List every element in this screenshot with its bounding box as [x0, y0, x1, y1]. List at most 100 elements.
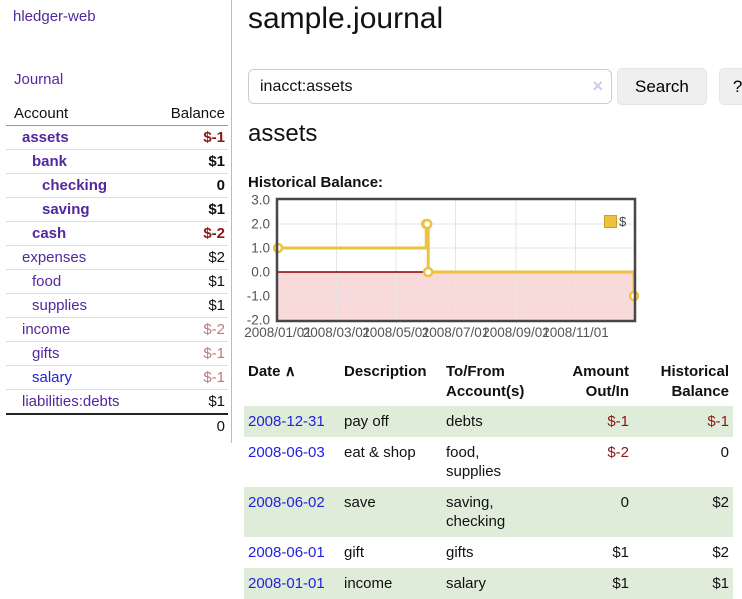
account-cell: salary: [6, 365, 153, 390]
account-cell: gifts: [6, 341, 153, 366]
account-cell: assets: [6, 125, 153, 150]
help-button[interactable]: ?: [718, 68, 742, 105]
account-balance: $1: [152, 269, 228, 294]
register-date-link[interactable]: 2008-06-02: [248, 494, 325, 511]
register-header-description: Description: [344, 363, 427, 380]
register-amount-cell: $-2: [607, 444, 629, 461]
account-balance: $1: [152, 293, 228, 318]
register-header-accounts: To/From Account(s): [446, 363, 525, 400]
account-link[interactable]: liabilities:debts: [22, 393, 120, 410]
accounts-table: Account Balance assets $-1 bank $1 checking 0…: [6, 102, 228, 438]
svg-text:2.0: 2.0: [251, 217, 270, 232]
account-row: supplies $1: [6, 293, 228, 318]
chart-canvas[interactable]: 3.0 2.0 1.0 0.0 -1.0 -2.02008/01/012008/03/01…: [244, 193, 668, 348]
register-accounts-cell: debts: [446, 413, 483, 430]
account-balance: $1: [152, 197, 228, 222]
svg-text:1.0: 1.0: [251, 241, 270, 256]
account-link[interactable]: bank: [32, 153, 68, 170]
register-header-row: Date ∧ Description To/From Account(s) Am…: [244, 360, 733, 406]
register-description-cell: pay off: [344, 413, 389, 430]
sidebar-item-journal[interactable]: Journal: [14, 71, 64, 88]
accounts-total-value: 0: [152, 413, 228, 438]
historical-balance-chart[interactable]: 3.0 2.0 1.0 0.0 -1.0 -2.0 2008/01/01 2008/03/01…: [244, 193, 668, 348]
register-balance-cell: $1: [712, 575, 729, 592]
account-cell: checking: [6, 173, 153, 198]
account-link[interactable]: supplies: [32, 297, 88, 314]
account-balance: $-1: [152, 341, 228, 366]
search-input-wrap: ×: [248, 69, 612, 104]
legend-swatch-icon: [604, 215, 617, 228]
register-date-cell: 2008-01-01: [244, 568, 340, 599]
chart-legend: $: [604, 214, 626, 229]
register-description-cell: income: [344, 575, 393, 592]
account-cell: income: [6, 317, 153, 342]
brand-link[interactable]: hledger-web: [13, 8, 96, 25]
register-date-link[interactable]: 2008-06-03: [248, 444, 325, 461]
register-date-link[interactable]: 2008-12-31: [248, 413, 325, 430]
account-link[interactable]: food: [32, 273, 62, 290]
account-link[interactable]: expenses: [22, 249, 87, 266]
svg-text:2008/01/01: 2008/01/01: [244, 325, 312, 340]
register-header-date[interactable]: Date ∧: [248, 363, 296, 380]
svg-text:-1.0: -1.0: [247, 289, 270, 304]
account-cell: expenses: [6, 245, 153, 270]
account-link[interactable]: saving: [42, 201, 90, 218]
account-balance: $2: [152, 245, 228, 270]
account-balance: $-1: [152, 365, 228, 390]
register-amount-cell: 0: [620, 494, 629, 511]
accounts-total-spacer: [6, 413, 153, 438]
accounts-total-row: 0: [6, 413, 228, 438]
account-cell: food: [6, 269, 153, 294]
register-header-amount: Amount Out/In: [572, 363, 629, 400]
register-date-cell: 2008-12-31: [244, 406, 340, 437]
register-date-link[interactable]: 2008-01-01: [248, 575, 325, 592]
chart-heading: Historical Balance:: [248, 174, 384, 191]
account-row: assets $-1: [6, 125, 228, 150]
account-balance: $1: [152, 149, 228, 174]
account-balance: $1: [152, 389, 228, 415]
search-bar: × Search ?: [248, 68, 742, 105]
account-balance: $-2: [152, 221, 228, 246]
account-heading: assets: [248, 120, 318, 147]
page-title: sample.journal: [248, 2, 444, 35]
account-balance: $-1: [152, 125, 228, 150]
search-input[interactable]: [248, 69, 612, 104]
register-amount-cell: $-1: [607, 413, 629, 430]
svg-text:-2.0: -2.0: [247, 313, 270, 328]
register-accounts-cell: food, supplies: [446, 444, 502, 480]
account-row: food $1: [6, 269, 228, 294]
account-row: saving $1: [6, 197, 228, 222]
register-header-balance: Historical Balance: [660, 363, 729, 400]
account-row: salary $-1: [6, 365, 228, 390]
account-link[interactable]: cash: [32, 225, 67, 242]
account-link[interactable]: checking: [42, 177, 108, 194]
clear-search-icon[interactable]: ×: [592, 76, 603, 96]
account-link[interactable]: income: [22, 321, 71, 338]
account-cell: bank: [6, 149, 153, 174]
register-accounts-cell: gifts: [446, 544, 474, 561]
register-accounts-cell: salary: [446, 575, 487, 592]
account-link[interactable]: gifts: [32, 345, 60, 362]
register-date-cell: 2008-06-03: [244, 437, 340, 487]
accounts-header-balance: Balance: [152, 102, 228, 126]
register-date-link[interactable]: 2008-06-01: [248, 544, 325, 561]
search-button[interactable]: Search: [617, 68, 707, 105]
svg-text:2008/09/01: 2008/09/01: [482, 325, 550, 340]
account-row: expenses $2: [6, 245, 228, 270]
register-description-cell: save: [344, 494, 376, 511]
account-row: liabilities:debts $1: [6, 389, 228, 415]
sort-asc-icon: ∧: [284, 363, 296, 380]
svg-text:2008/11/01: 2008/11/01: [542, 325, 609, 340]
register-row: 2008-06-03 eat & shop food, supplies $-2 0: [244, 437, 733, 487]
account-link[interactable]: salary: [32, 369, 73, 386]
svg-text:2008/05/01: 2008/05/01: [362, 325, 430, 340]
register-date-cell: 2008-06-01: [244, 537, 340, 568]
account-row: income $-2: [6, 317, 228, 342]
account-row: gifts $-1: [6, 341, 228, 366]
account-link[interactable]: assets: [22, 129, 69, 146]
register-description-cell: gift: [344, 544, 365, 561]
register-amount-cell: $1: [612, 575, 629, 592]
account-row: checking 0: [6, 173, 228, 198]
account-cell: saving: [6, 197, 153, 222]
register-date-cell: 2008-06-02: [244, 487, 340, 537]
